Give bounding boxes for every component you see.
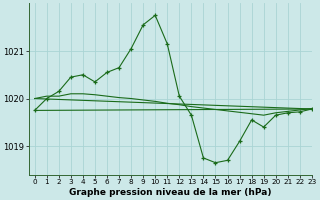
X-axis label: Graphe pression niveau de la mer (hPa): Graphe pression niveau de la mer (hPa) bbox=[69, 188, 272, 197]
